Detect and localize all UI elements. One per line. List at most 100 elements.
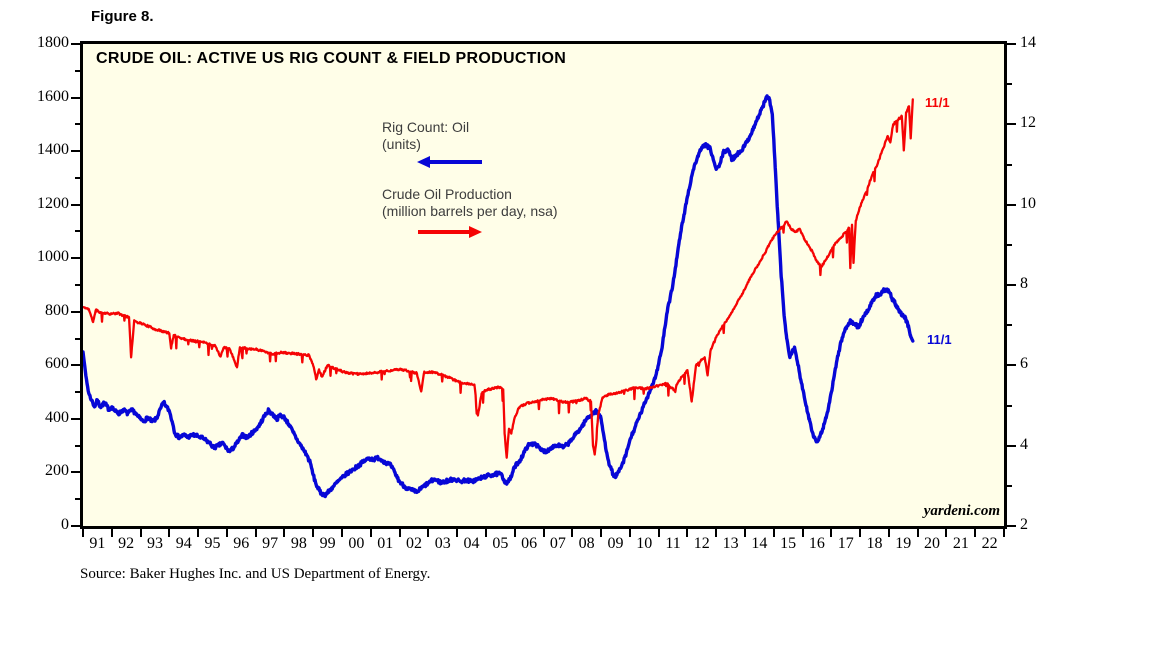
x-year-tick	[657, 529, 660, 537]
x-year-tick	[484, 529, 487, 537]
y-left-minor-tick	[75, 230, 80, 233]
y-left-tick-label: 800	[45, 301, 69, 319]
x-year-label: 16	[808, 535, 825, 552]
x-year-label: 03	[434, 535, 451, 552]
x-year-tick	[542, 529, 545, 537]
x-year-tick	[974, 529, 977, 537]
x-year-tick	[225, 529, 228, 537]
y-left-tick-label: 1600	[37, 87, 69, 105]
x-year-tick	[1003, 529, 1005, 537]
y-right-major-tick	[1007, 43, 1016, 45]
legend-rig-count-line1: Rig Count: Oil	[382, 119, 470, 135]
x-year-label: 07	[549, 535, 566, 552]
x-year-tick	[830, 529, 833, 537]
legend-rig-count-line2: (units)	[382, 136, 421, 152]
y-left-tick-label: 200	[45, 462, 69, 480]
x-year-tick	[110, 529, 113, 537]
y-right-major-tick	[1007, 284, 1016, 286]
x-year-label: 12	[693, 535, 710, 552]
y-right-tick-label: 10	[1020, 194, 1036, 212]
x-year-label: 92	[118, 535, 135, 552]
x-year-label: 20	[924, 535, 941, 552]
y-left-minor-tick	[75, 391, 80, 394]
y-left-minor-tick	[75, 337, 80, 340]
y-left-tick-label: 1200	[37, 194, 69, 212]
x-year-label: 05	[492, 535, 509, 552]
x-year-label: 08	[578, 535, 595, 552]
x-year-tick	[801, 529, 804, 537]
x-year-tick	[571, 529, 574, 537]
x-year-tick	[139, 529, 142, 537]
x-year-label: 19	[895, 535, 912, 552]
y-left-major-tick	[71, 150, 80, 153]
x-year-label: 01	[377, 535, 394, 552]
y-right-tick-label: 14	[1020, 34, 1036, 51]
right-arrow-line	[418, 230, 469, 234]
y-right-major-tick	[1007, 123, 1016, 126]
chart-title: CRUDE OIL: ACTIVE US RIG COUNT & FIELD P…	[96, 50, 567, 67]
x-year-label: 96	[233, 535, 250, 552]
x-year-label: 15	[780, 535, 797, 552]
y-left-major-tick	[71, 525, 80, 527]
x-year-label: 93	[146, 535, 163, 552]
x-year-tick	[398, 529, 401, 537]
y-left-major-tick	[71, 471, 80, 474]
legend-production-line1: Crude Oil Production	[382, 186, 512, 202]
x-year-tick	[715, 529, 718, 537]
y-right-tick-label: 2	[1020, 516, 1028, 533]
y-left-minor-tick	[75, 444, 80, 447]
x-year-label: 91	[89, 535, 106, 552]
x-year-tick	[743, 529, 746, 537]
x-year-tick	[197, 529, 200, 537]
y-left-major-tick	[71, 43, 80, 45]
y-left-major-tick	[71, 257, 80, 260]
y-left-tick-label: 400	[45, 408, 69, 426]
y-right-minor-tick	[1007, 324, 1012, 327]
y-left-minor-tick	[75, 498, 80, 501]
y-left-tick-label: 1000	[37, 248, 69, 266]
x-year-label: 14	[751, 535, 768, 552]
y-right-minor-tick	[1007, 83, 1012, 86]
x-year-tick	[859, 529, 862, 537]
y-left-major-tick	[71, 417, 80, 420]
y-left-major-tick	[71, 310, 80, 313]
right-arrow-icon	[469, 226, 482, 238]
y-left-minor-tick	[75, 123, 80, 126]
series-line-0	[83, 94, 915, 499]
y-right-major-tick	[1007, 444, 1016, 447]
y-left-major-tick	[71, 203, 80, 206]
production-end-date-label: 11/1	[925, 95, 950, 110]
figure-label: Figure 8.	[91, 8, 154, 25]
x-year-label: 06	[521, 535, 538, 552]
x-year-tick	[254, 529, 257, 537]
x-year-label: 18	[866, 535, 883, 552]
y-left-tick-label: 0	[61, 516, 69, 533]
source-note: Source: Baker Hughes Inc. and US Departm…	[80, 566, 431, 582]
x-year-label: 94	[175, 535, 192, 552]
left-arrow-line	[429, 160, 482, 164]
y-right-minor-tick	[1007, 163, 1012, 166]
x-year-tick	[513, 529, 516, 537]
x-year-tick	[456, 529, 459, 537]
y-left-tick-label: 1800	[37, 34, 69, 51]
y-left-major-tick	[71, 96, 80, 99]
x-year-label: 00	[348, 535, 365, 552]
legend-production: Crude Oil Production (million barrels pe…	[382, 186, 558, 220]
x-year-label: 21	[952, 535, 969, 552]
x-year-tick	[772, 529, 775, 537]
y-right-tick-label: 8	[1020, 275, 1028, 292]
legend-production-line2: (million barrels per day, nsa)	[382, 203, 558, 219]
y-left-tick-label: 1400	[37, 141, 69, 159]
y-right-major-tick	[1007, 364, 1016, 367]
y-left-tick-label: 600	[45, 355, 69, 373]
y-right-tick-label: 12	[1020, 114, 1036, 132]
x-year-tick	[427, 529, 430, 537]
x-year-tick	[82, 529, 84, 537]
rig-count-end-date-label: 11/1	[927, 332, 952, 347]
x-year-tick	[916, 529, 919, 537]
x-year-label: 10	[636, 535, 653, 552]
watermark: yardeni.com	[923, 503, 1000, 519]
y-right-tick-label: 6	[1020, 355, 1028, 373]
x-year-label: 22	[981, 535, 998, 552]
y-right-minor-tick	[1007, 243, 1012, 246]
